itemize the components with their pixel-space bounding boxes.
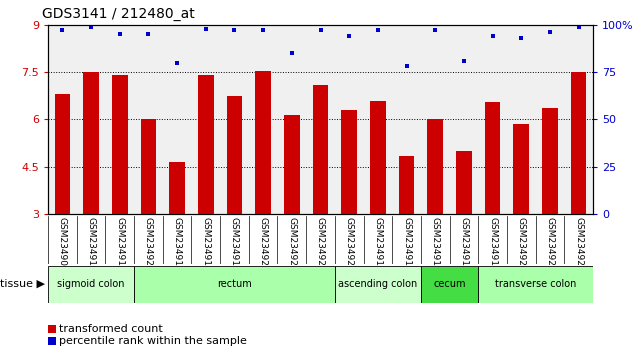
Bar [83, 72, 99, 214]
Text: GSM234925: GSM234925 [316, 217, 325, 272]
Point [574, 24, 584, 29]
Bar [513, 124, 529, 214]
Point [86, 24, 96, 29]
Bar [570, 72, 587, 214]
Text: GSM234921: GSM234921 [545, 217, 554, 272]
Bar [140, 119, 156, 214]
Point [430, 28, 440, 33]
Bar [284, 115, 300, 214]
Bar [112, 75, 128, 214]
Text: GSM234922: GSM234922 [574, 217, 583, 272]
Point [344, 33, 354, 39]
Point [287, 50, 297, 56]
Point [487, 33, 497, 39]
Text: GSM234923: GSM234923 [259, 217, 268, 272]
Bar [370, 101, 386, 214]
Text: GSM234912: GSM234912 [460, 217, 469, 272]
Text: GSM234915: GSM234915 [230, 217, 239, 272]
Point [258, 28, 269, 33]
Text: rectum: rectum [217, 279, 252, 289]
Bar [54, 94, 71, 214]
Text: GSM234919: GSM234919 [431, 217, 440, 272]
Bar [399, 156, 415, 214]
Text: GSM234920: GSM234920 [517, 217, 526, 272]
Point [545, 29, 555, 35]
Text: GSM234909: GSM234909 [58, 217, 67, 272]
Point [115, 32, 125, 37]
Text: ascending colon: ascending colon [338, 279, 417, 289]
Point [201, 26, 211, 32]
Bar [48, 266, 134, 303]
Bar [542, 108, 558, 214]
Bar [341, 110, 357, 214]
Text: GSM234910: GSM234910 [87, 217, 96, 272]
Bar [428, 119, 443, 214]
Bar [485, 102, 501, 214]
Text: GSM234924: GSM234924 [287, 217, 296, 272]
Text: cecum: cecum [433, 279, 466, 289]
Text: GSM234927: GSM234927 [345, 217, 354, 272]
Text: GSM234918: GSM234918 [402, 217, 411, 272]
Point [459, 58, 469, 64]
Bar [335, 266, 421, 303]
Text: tissue ▶: tissue ▶ [0, 279, 45, 289]
Point [172, 60, 182, 65]
Bar [456, 151, 472, 214]
Text: GDS3141 / 212480_at: GDS3141 / 212480_at [42, 7, 194, 21]
Bar [313, 85, 328, 214]
Text: GSM234911: GSM234911 [172, 217, 181, 272]
Text: transverse colon: transverse colon [495, 279, 576, 289]
Point [57, 28, 67, 33]
Bar [255, 70, 271, 214]
Text: GSM234914: GSM234914 [201, 217, 210, 272]
Bar [226, 96, 242, 214]
Text: transformed count: transformed count [59, 324, 163, 334]
Point [229, 28, 240, 33]
Text: GSM234916: GSM234916 [115, 217, 124, 272]
Point [144, 32, 154, 37]
Text: sigmoid colon: sigmoid colon [57, 279, 125, 289]
Bar [169, 162, 185, 214]
Bar [198, 75, 213, 214]
Bar [478, 266, 593, 303]
Point [315, 28, 326, 33]
Text: GSM234913: GSM234913 [373, 217, 382, 272]
Point [372, 28, 383, 33]
Point [516, 35, 526, 41]
Text: GSM234917: GSM234917 [488, 217, 497, 272]
Bar [134, 266, 335, 303]
Point [401, 64, 412, 69]
Text: GSM234926: GSM234926 [144, 217, 153, 272]
Bar [421, 266, 478, 303]
Text: percentile rank within the sample: percentile rank within the sample [59, 336, 247, 346]
